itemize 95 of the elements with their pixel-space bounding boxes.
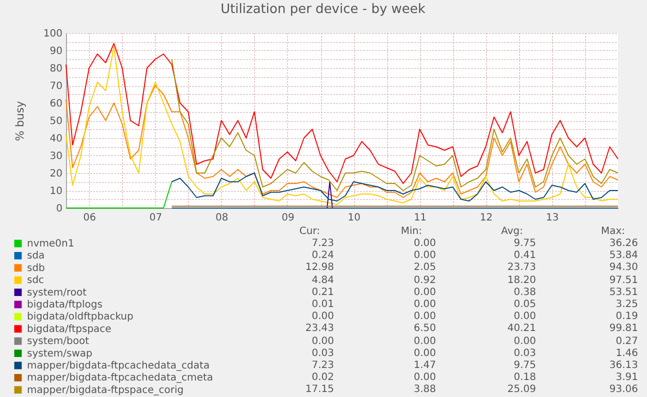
text: 4.84 xyxy=(312,274,334,287)
text: 7.23 xyxy=(312,360,334,372)
line-series xyxy=(171,172,618,202)
x-tick-label: 07 xyxy=(149,212,162,224)
text: 0.05 xyxy=(514,299,536,311)
text: 23.73 xyxy=(507,262,536,274)
text: 53.84 xyxy=(609,250,638,262)
y-tick-label: 30 xyxy=(50,151,62,162)
text: 0.00 xyxy=(414,348,436,360)
x-tick-label: 13 xyxy=(546,212,559,224)
text: 9.75 xyxy=(514,360,536,372)
text: 0.00 xyxy=(312,336,334,348)
x-tick-label: 11 xyxy=(414,212,427,224)
text: 18.20 xyxy=(507,274,536,287)
legend-label: system/swap xyxy=(27,348,92,360)
text: 17.15 xyxy=(305,384,334,396)
y-tick-label: 20 xyxy=(50,168,62,180)
text: 0.92 xyxy=(414,274,436,287)
x-tick-label: 06 xyxy=(83,212,96,224)
text: 0.24 xyxy=(312,250,334,262)
y-tick-label: 60 xyxy=(50,98,62,110)
text: 1.47 xyxy=(414,360,436,372)
text: 94.30 xyxy=(609,262,638,274)
text: 36.26 xyxy=(609,238,638,250)
text: 3.91 xyxy=(616,372,638,384)
text: 0.00 xyxy=(312,311,334,324)
text: 0.00 xyxy=(414,286,436,299)
text: 0.21 xyxy=(312,286,334,299)
y-tick-label: 10 xyxy=(50,186,62,197)
legend-label: bigdata/ftplogs xyxy=(27,300,102,310)
legend-label: mapper/bigdata-ftpcachedata_cdata xyxy=(27,360,210,372)
text: 0.00 xyxy=(514,336,536,348)
text: 36.13 xyxy=(609,360,638,372)
text: 0.00 xyxy=(414,250,436,262)
legend-label: mapper/bigdata-ftpspace_corig xyxy=(27,384,184,396)
x-tick-label: 12 xyxy=(480,212,493,224)
text: 0.02 xyxy=(312,372,334,384)
legend-label: bigdata/oldftpbackup xyxy=(27,312,134,323)
line-series xyxy=(66,46,618,205)
text: 6.50 xyxy=(414,323,436,336)
legend-label: sdb xyxy=(27,262,45,274)
y-tick-label: 40 xyxy=(50,134,62,144)
text: 0.41 xyxy=(514,250,536,262)
legend-label: bigdata/ftpspace xyxy=(27,324,112,335)
line-series xyxy=(66,43,618,184)
text: 12.98 xyxy=(305,262,334,274)
text: 0.00 xyxy=(514,311,536,324)
text: 1.46 xyxy=(616,348,638,360)
text: 0.00 xyxy=(414,299,436,311)
text: 0.19 xyxy=(616,311,638,324)
y-axis-title: % busy xyxy=(13,100,26,142)
text: Avg: xyxy=(501,226,523,238)
y-tick-label: 50 xyxy=(50,116,62,127)
text: 0.03 xyxy=(514,348,536,360)
text: 97.51 xyxy=(609,274,638,287)
x-tick-label: 10 xyxy=(348,212,360,224)
text: 0.00 xyxy=(414,238,436,250)
y-tick-label: 0 xyxy=(56,204,62,214)
text: 40.21 xyxy=(507,323,536,336)
legend-label: sdc xyxy=(27,275,44,286)
text: 0.27 xyxy=(616,336,638,348)
line-series xyxy=(171,58,618,191)
y-tick-label: 70 xyxy=(50,81,62,92)
text: Cur: xyxy=(299,226,320,238)
text: 0.00 xyxy=(414,336,436,348)
text: 0.18 xyxy=(514,372,536,384)
chart-title: Utilization per device - by week xyxy=(220,2,426,17)
text: 25.09 xyxy=(507,384,536,396)
legend-label: nvme0n1 xyxy=(27,238,74,250)
text: 3.25 xyxy=(616,299,638,311)
text: 23.43 xyxy=(305,323,334,336)
x-tick-label: 08 xyxy=(215,212,228,224)
text: 0.00 xyxy=(414,372,436,384)
legend-label: mapper/bigdata-ftpcachedata_cmeta xyxy=(27,372,213,384)
text: Min: xyxy=(400,226,422,238)
text: Max: xyxy=(600,226,625,238)
y-tick-label: 80 xyxy=(50,64,62,74)
text: 0.38 xyxy=(514,286,536,299)
legend-label: system/root xyxy=(27,287,87,298)
text: 9.75 xyxy=(514,238,536,250)
text: 53.51 xyxy=(609,286,638,299)
text: 0.03 xyxy=(312,348,334,360)
line-series xyxy=(66,85,618,198)
text: 93.06 xyxy=(609,384,638,396)
text: 3.88 xyxy=(414,384,436,396)
text: 2.05 xyxy=(414,262,436,274)
text: 7.23 xyxy=(312,238,334,250)
text: 0.00 xyxy=(414,311,436,324)
legend-label: system/boot xyxy=(27,336,90,348)
y-tick-label: 90 xyxy=(50,46,62,57)
text: 0.01 xyxy=(312,299,334,311)
y-tick-label: 100 xyxy=(43,28,62,40)
text: 99.81 xyxy=(609,323,638,336)
legend-label: sda xyxy=(27,250,45,262)
x-tick-label: 09 xyxy=(282,212,294,224)
